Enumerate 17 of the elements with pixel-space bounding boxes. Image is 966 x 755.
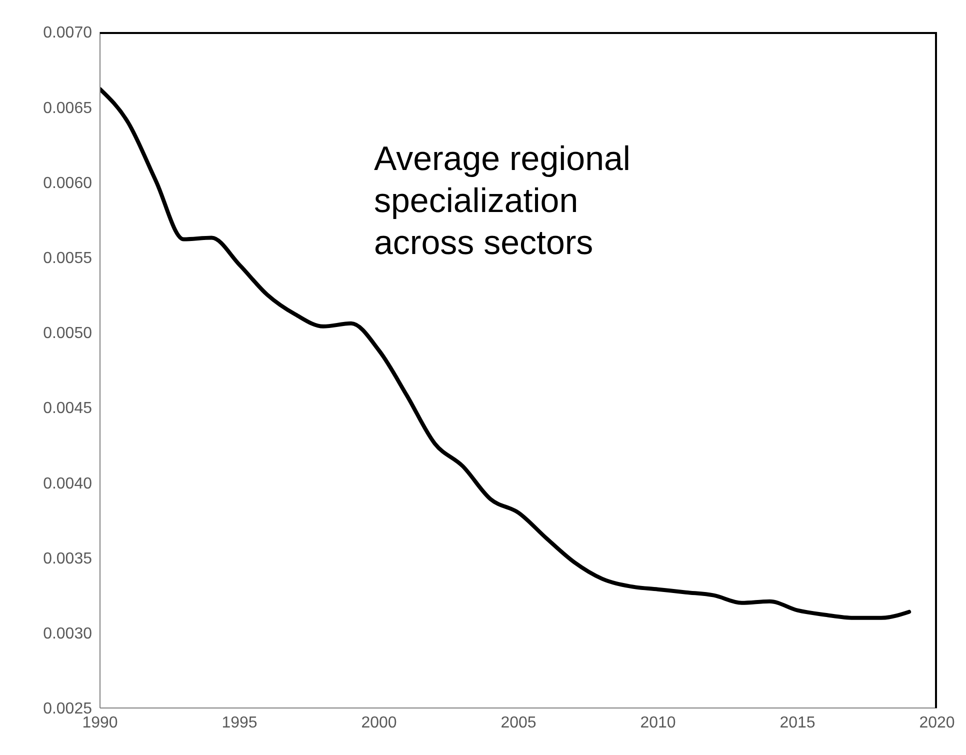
annotation: Average regional specialization across sectors xyxy=(374,139,632,264)
x-tick-label: 2015 xyxy=(780,714,816,732)
y-tick-label: 0.0045 xyxy=(43,400,92,418)
x-tick-label: 2005 xyxy=(500,714,536,732)
x-tick-label: 2010 xyxy=(640,714,676,732)
y-tick-label: 0.0040 xyxy=(43,475,92,492)
y-tick-label: 0.0050 xyxy=(43,325,92,342)
y-tick-label: 0.0055 xyxy=(43,250,92,268)
y-tick-label: 0.0070 xyxy=(43,24,92,42)
y-tick-label: 0.0060 xyxy=(43,174,92,192)
y-tick-label: 0.0030 xyxy=(43,626,92,643)
x-tick-label: 2000 xyxy=(361,714,397,732)
x-tick-label: 2020 xyxy=(919,714,955,732)
x-tick-label: 1995 xyxy=(222,714,258,732)
line-series xyxy=(100,87,912,620)
y-tick-label: 0.0065 xyxy=(43,100,92,117)
y-tick-label: 0.0035 xyxy=(43,550,92,568)
